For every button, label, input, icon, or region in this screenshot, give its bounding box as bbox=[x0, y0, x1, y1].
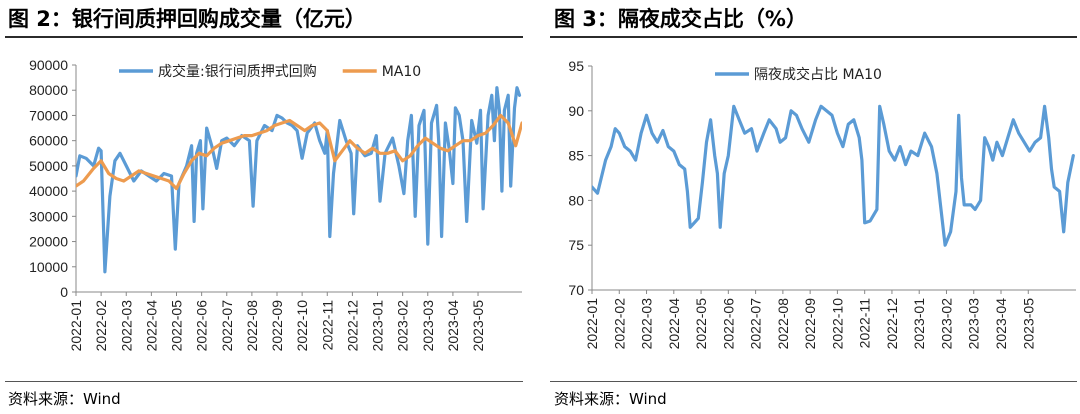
right-title-rule bbox=[550, 36, 1077, 38]
y-tick-label: 85 bbox=[568, 148, 584, 164]
x-tick-label: 2022-05 bbox=[169, 300, 185, 352]
y-tick-label: 70 bbox=[568, 282, 584, 298]
y-tick-label: 90 bbox=[568, 103, 584, 119]
x-tick-label: 2022-07 bbox=[748, 298, 764, 350]
x-tick-label: 2022-05 bbox=[693, 298, 709, 350]
left-source-note: 资料来源：Wind bbox=[8, 390, 121, 408]
x-tick-label: 2022-08 bbox=[244, 300, 260, 352]
series-line-隔夜成交占比 MA10 bbox=[592, 104, 1075, 247]
x-tick-label: 2022-11 bbox=[319, 300, 335, 351]
x-tick-label: 2023-03 bbox=[420, 300, 436, 352]
series-line-成交量:银行间质押式回购 bbox=[76, 86, 522, 274]
x-tick-label: 2022-09 bbox=[802, 298, 818, 350]
y-tick-label: 40000 bbox=[29, 183, 68, 199]
left-title-rule bbox=[5, 36, 523, 38]
y-tick-label: 20000 bbox=[29, 234, 68, 250]
y-tick-label: 95 bbox=[568, 58, 584, 74]
x-tick-label: 2023-02 bbox=[395, 300, 411, 352]
x-tick-label: 2022-04 bbox=[143, 300, 159, 352]
left-chart-title: 图 2：银行间质押回购成交量（亿元） bbox=[8, 7, 366, 31]
y-tick-label: 0 bbox=[60, 284, 68, 300]
y-tick-label: 70000 bbox=[29, 107, 68, 123]
x-tick-label: 2023-05 bbox=[1020, 298, 1036, 350]
x-tick-label: 2023-04 bbox=[445, 300, 461, 352]
x-tick-label: 2022-08 bbox=[775, 298, 791, 350]
x-tick-label: 2023-05 bbox=[470, 300, 486, 352]
x-tick-label: 2023-01 bbox=[370, 300, 386, 352]
x-tick-label: 2023-02 bbox=[938, 298, 954, 350]
x-tick-label: 2023-03 bbox=[966, 298, 982, 350]
y-tick-label: 75 bbox=[568, 237, 584, 253]
legend-label: MA10 bbox=[382, 64, 421, 80]
y-tick-label: 80000 bbox=[29, 82, 68, 98]
y-tick-label: 60000 bbox=[29, 133, 68, 149]
x-tick-label: 2022-10 bbox=[294, 300, 310, 352]
legend-label: 成交量:银行间质押式回购 bbox=[158, 63, 317, 80]
x-tick-label: 2022-02 bbox=[93, 300, 109, 352]
right-chart: 70 75 80 85 90 95 2022-01 2022-02 2022-03 2022-04… bbox=[568, 58, 1076, 350]
series-line-MA10 bbox=[76, 113, 522, 191]
y-tick-label: 50000 bbox=[29, 158, 68, 174]
x-tick-label: 2022-09 bbox=[269, 300, 285, 352]
left-chart: 0 10000 20000 30000 40000 50000 60000 70000 8000… bbox=[29, 57, 522, 352]
x-tick-label: 2022-12 bbox=[884, 298, 900, 350]
right-source-rule bbox=[550, 381, 1077, 382]
x-tick-label: 2022-12 bbox=[344, 300, 360, 352]
x-tick-label: 2022-11 bbox=[857, 298, 873, 349]
x-tick-label: 2022-06 bbox=[194, 300, 210, 352]
x-tick-label: 2022-01 bbox=[584, 298, 600, 350]
y-tick-label: 10000 bbox=[29, 259, 68, 275]
x-tick-label: 2022-06 bbox=[720, 298, 736, 350]
x-tick-label: 2022-10 bbox=[829, 298, 845, 350]
legend-label: 隔夜成交占比 MA10 bbox=[754, 66, 882, 83]
y-tick-label: 80 bbox=[568, 192, 584, 208]
x-tick-label: 2022-01 bbox=[68, 300, 84, 352]
x-tick-label: 2022-04 bbox=[666, 298, 682, 350]
y-tick-label: 90000 bbox=[29, 57, 68, 73]
x-tick-label: 2023-01 bbox=[911, 298, 927, 350]
x-tick-label: 2023-04 bbox=[993, 298, 1009, 350]
x-tick-label: 2022-07 bbox=[219, 300, 235, 352]
right-source-note: 资料来源：Wind bbox=[554, 390, 667, 408]
x-tick-label: 2022-02 bbox=[611, 298, 627, 350]
x-tick-label: 2022-03 bbox=[639, 298, 655, 350]
right-chart-title: 图 3：隔夜成交占比（%） bbox=[554, 7, 807, 31]
x-tick-label: 2022-03 bbox=[118, 300, 134, 352]
left-source-rule bbox=[5, 381, 523, 382]
y-tick-label: 30000 bbox=[29, 208, 68, 224]
